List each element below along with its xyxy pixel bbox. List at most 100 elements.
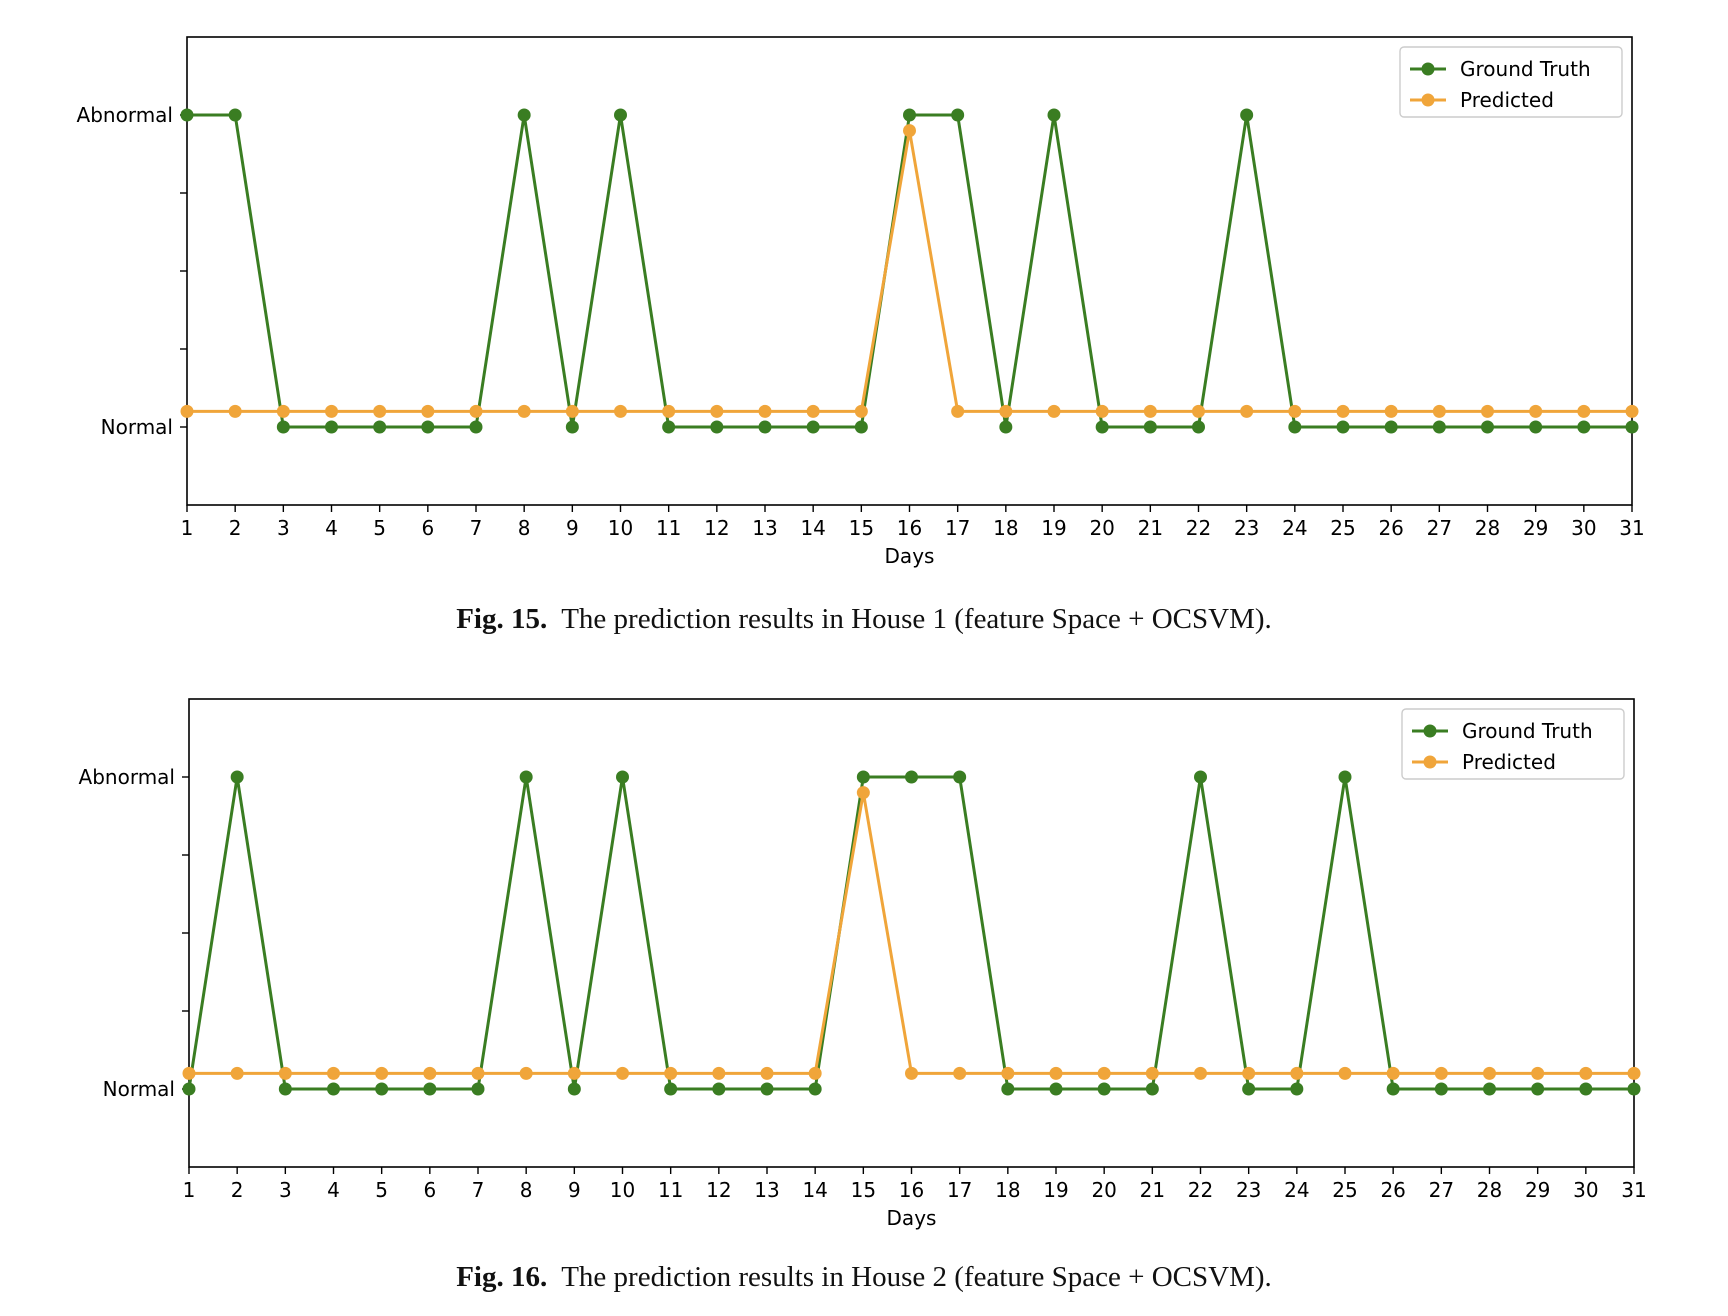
data-point [1049, 1082, 1063, 1096]
data-point [1095, 404, 1109, 418]
x-tick-label: 5 [375, 1178, 388, 1202]
x-tick-label: 31 [1619, 516, 1644, 540]
data-point [1047, 108, 1061, 122]
data-point [1481, 404, 1494, 418]
data-point [1577, 404, 1591, 418]
data-point [1529, 404, 1543, 418]
data-point [1625, 420, 1639, 434]
data-point [1194, 1066, 1207, 1080]
y-tick-label: Abnormal [79, 765, 175, 789]
data-point [854, 404, 868, 418]
x-tick-label: 17 [945, 516, 970, 540]
data-point [806, 420, 820, 434]
y-tick-label: Abnormal [77, 103, 173, 127]
legend-box [1401, 708, 1625, 780]
data-point [519, 1066, 533, 1080]
x-tick-label: 20 [1089, 516, 1114, 540]
data-point [1288, 404, 1302, 418]
data-point [327, 1082, 340, 1096]
x-tick-label: 4 [327, 1178, 340, 1202]
chart-house-1: 1 2 3 4 5 6 7 8 9 10 11 12 13 14 15 16 17 18 19 20 21 22 23 24 2… [77, 36, 1645, 568]
data-point [228, 404, 242, 418]
data-point [1145, 1066, 1159, 1080]
data-point [1338, 770, 1352, 784]
x-tick-label: 28 [1477, 1178, 1502, 1202]
x-tick-label: 15 [849, 516, 874, 540]
x-tick-label: 13 [754, 1178, 779, 1202]
caption-label: Fig. 16. [456, 1261, 548, 1293]
data-point [276, 420, 290, 434]
y-tick-label: Normal [103, 1077, 175, 1101]
series-line [187, 775, 1634, 1091]
data-point [1529, 420, 1543, 434]
legend-label: Ground Truth [1462, 719, 1593, 743]
data-point [664, 1066, 678, 1080]
x-tick-label: 10 [608, 516, 633, 540]
data-point [1627, 1082, 1641, 1096]
series-predicted [180, 124, 1639, 418]
x-tick-label: 1 [181, 516, 194, 540]
data-point [565, 404, 579, 418]
series-line [187, 113, 1632, 429]
data-point [375, 1066, 389, 1080]
data-point [953, 1066, 967, 1080]
legend: Ground Truth Predicted [1401, 708, 1625, 780]
chart-house-2: 1 2 3 4 5 6 7 8 9 10 11 12 13 14 15 16 17 18 19 20 21 22 23 24 2… [79, 698, 1647, 1230]
legend-item: Predicted [1410, 88, 1554, 112]
data-point [1240, 404, 1254, 418]
data-point [1579, 1066, 1593, 1080]
x-tick-label: 13 [752, 516, 777, 540]
data-point [230, 1066, 244, 1080]
data-point [1192, 404, 1205, 418]
data-point [710, 404, 724, 418]
data-point [1001, 1066, 1015, 1080]
legend-box [1399, 46, 1623, 118]
data-point [1290, 1066, 1304, 1080]
x-tick-label: 5 [373, 516, 386, 540]
x-tick-label: 16 [899, 1178, 924, 1202]
data-point [517, 108, 531, 122]
x-tick-label: 25 [1332, 1178, 1357, 1202]
data-point [856, 786, 870, 800]
x-tick-label: 9 [568, 1178, 581, 1202]
data-point [1432, 404, 1446, 418]
x-tick-label: 10 [610, 1178, 635, 1202]
data-point [1577, 420, 1591, 434]
data-point [1145, 1082, 1159, 1096]
x-tick-label: 26 [1378, 516, 1403, 540]
data-point [614, 108, 627, 122]
x-tick-label: 4 [325, 516, 338, 540]
data-point [1434, 1082, 1448, 1096]
x-tick-label: 11 [658, 1178, 683, 1202]
data-point [1001, 1082, 1015, 1096]
data-point [854, 420, 868, 434]
data-point [567, 1066, 581, 1080]
data-point [1432, 420, 1446, 434]
data-point [758, 420, 772, 434]
data-point [327, 1066, 340, 1080]
data-point [808, 1066, 822, 1080]
data-point [182, 1066, 196, 1080]
data-point [1049, 1066, 1063, 1080]
data-point [903, 124, 916, 138]
data-point [1483, 1066, 1496, 1080]
x-tick-label: 8 [520, 1178, 533, 1202]
x-tick-label: 31 [1621, 1178, 1646, 1202]
legend-label: Predicted [1462, 750, 1556, 774]
data-point [1481, 420, 1494, 434]
data-point [182, 1082, 196, 1096]
data-point [905, 770, 918, 784]
data-point [1483, 1082, 1496, 1096]
data-point [1143, 404, 1157, 418]
data-point [276, 404, 290, 418]
x-tick-label: 22 [1188, 1178, 1213, 1202]
data-point [999, 420, 1013, 434]
x-tick-label: 3 [279, 1178, 292, 1202]
x-tick-label: 24 [1284, 1178, 1309, 1202]
figure-15: 1 2 3 4 5 6 7 8 9 10 11 12 13 14 15 16 17 18 19 20 21 22 23 24 2… [77, 36, 1645, 635]
x-tick-label: 14 [802, 1178, 827, 1202]
data-point [951, 108, 965, 122]
data-point [375, 1082, 389, 1096]
data-point [423, 1066, 437, 1080]
x-axis-label: Days [887, 1206, 937, 1230]
